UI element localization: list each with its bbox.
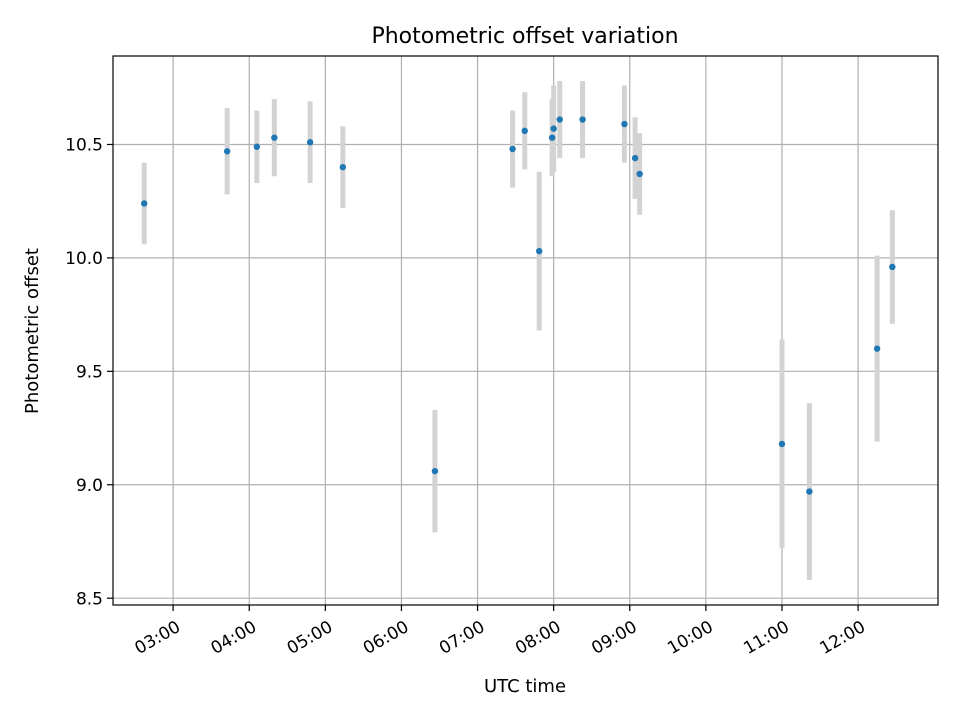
data-point: [621, 120, 628, 128]
data-point: [631, 154, 639, 162]
data-point: [548, 134, 556, 141]
data-point: [550, 125, 557, 132]
data-point: [579, 116, 586, 123]
data-point: [535, 247, 543, 255]
data-point: [431, 467, 439, 475]
data-point: [806, 488, 813, 495]
data-point: [521, 127, 528, 135]
chart-title: Photometric offset variation: [371, 24, 678, 49]
data-point: [253, 143, 261, 150]
data-point: [141, 200, 148, 207]
plot-frame: [112, 55, 939, 606]
data-point: [636, 170, 643, 178]
data-point: [271, 134, 278, 141]
data-point: [889, 263, 896, 271]
y-tick-label: 10.5: [65, 136, 103, 156]
point-layer: [141, 116, 896, 495]
y-axis-label: Photometric offset: [22, 248, 43, 414]
data-point: [873, 345, 881, 352]
y-tick-label: 10.0: [65, 249, 103, 269]
y-tick-label: 8.5: [76, 589, 103, 609]
y-tick-label: 9.5: [76, 362, 103, 382]
data-point: [306, 139, 314, 146]
x-axis-label: UTC time: [484, 676, 566, 697]
data-point: [778, 440, 786, 448]
data-point: [509, 145, 516, 153]
data-point: [339, 163, 347, 171]
data-point: [223, 148, 231, 155]
data-point: [556, 116, 563, 123]
y-tick-label: 9.0: [76, 476, 103, 496]
